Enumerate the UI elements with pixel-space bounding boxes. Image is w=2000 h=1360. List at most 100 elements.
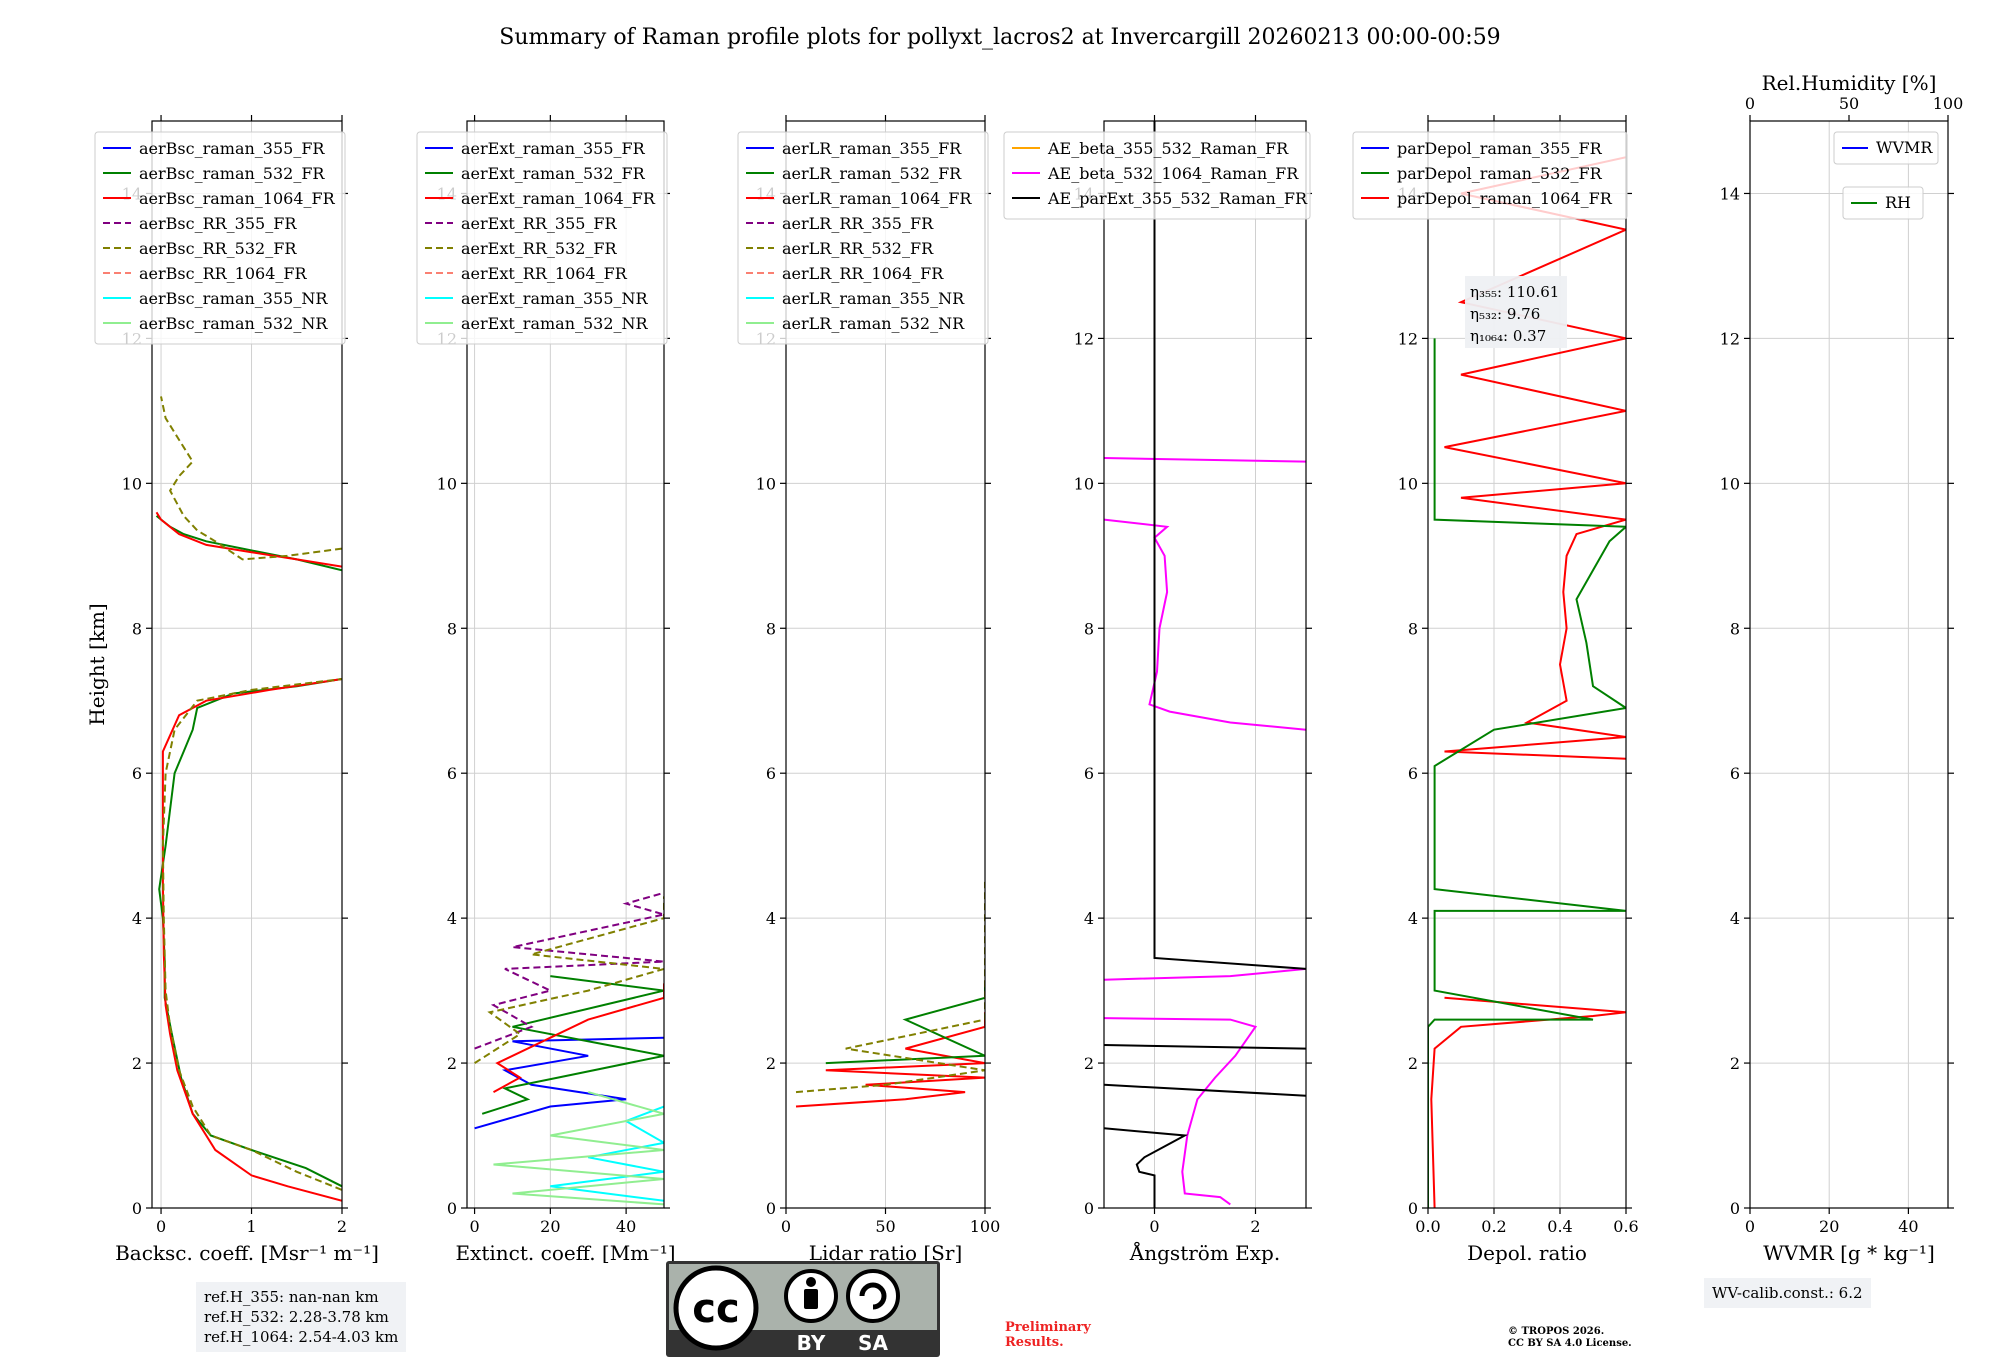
x-tick-label: 0 — [781, 1217, 791, 1236]
series-line-pardepol-raman-1064-fr-upper — [1444, 156, 1626, 760]
legend-label: aerBsc_RR_1064_FR — [139, 264, 308, 283]
series-group — [795, 881, 985, 1108]
y-tick-label: 2 — [1730, 1054, 1740, 1073]
legend-box — [1003, 131, 1311, 220]
by-person-head-icon — [806, 1277, 816, 1287]
legend: AE_beta_355_532_Raman_FR AE_beta_532_1064… — [1003, 131, 1311, 220]
series-line-ae-beta-532-1064-raman-fr-mid — [1104, 967, 1306, 981]
series-line-aerbsc-raman-1064-fr-upper — [155, 511, 342, 568]
legend-label: aerBsc_raman_532_FR — [139, 164, 325, 183]
y-tick-label: 4 — [132, 909, 142, 928]
legend-label: aerLR_raman_532_NR — [782, 314, 965, 333]
copyright-line-1: © TROPOS 2026. — [1508, 1326, 1605, 1337]
y-tick-label: 2 — [447, 1054, 457, 1073]
copyright-note: © TROPOS 2026. CC BY SA 4.0 License. — [1508, 1326, 1632, 1350]
wv-calibration-text: WV-calib.const.: 6.2 — [1712, 1284, 1863, 1302]
preliminary-note: Preliminary Results. — [1005, 1320, 1091, 1350]
y-tick-label: 2 — [1084, 1054, 1094, 1073]
legend-label: WVMR — [1876, 138, 1933, 157]
y-tick-label: 2 — [132, 1054, 142, 1073]
y-tick-label: 8 — [1084, 619, 1094, 638]
legend-label: aerBsc_raman_355_NR — [139, 289, 328, 308]
series-line-aerbsc-raman-1064-fr — [161, 678, 342, 1202]
y-tick-label: 10 — [122, 474, 142, 493]
legend-label: aerBsc_RR_532_FR — [139, 239, 297, 258]
y-tick-label: 12 — [1720, 329, 1740, 348]
axes-frame — [1427, 120, 1627, 1209]
legend-label: aerBsc_raman_532_NR — [139, 314, 328, 333]
y-tick-label: 6 — [132, 764, 142, 783]
series-line-aerbsc-raman-532-fr — [158, 678, 342, 1188]
legend-box — [1833, 131, 1939, 165]
ref-height-1064: ref.H_1064: 2.54-4.03 km — [204, 1328, 399, 1346]
legend-label: aerExt_RR_355_FR — [461, 214, 618, 233]
legend-box — [1842, 186, 1924, 220]
annotation-line: η₃₅₅: 110.61 — [1470, 283, 1559, 301]
y-tick-label: 10 — [756, 474, 776, 493]
legend-label: aerExt_raman_532_NR — [461, 314, 649, 333]
y-tick-label: 10 — [437, 474, 457, 493]
legend-wvmr: WVMR — [1833, 131, 1939, 165]
legend-label: aerExt_RR_1064_FR — [461, 264, 628, 283]
legend-box — [94, 131, 346, 345]
figure-title: Summary of Raman profile plots for polly… — [499, 25, 1500, 50]
x-tick-label: 0 — [469, 1217, 479, 1236]
x-tick-label: 0.0 — [1415, 1217, 1440, 1236]
series-line-ae-beta-532-1064-raman-fr — [1104, 1017, 1258, 1206]
y-tick-label: 6 — [1084, 764, 1094, 783]
series-line-aerbsc-rr-532-fr-upper — [160, 396, 342, 561]
series-group — [1104, 121, 1306, 1208]
y-tick-label: 10 — [1398, 474, 1418, 493]
legend-label: aerLR_raman_1064_FR — [782, 189, 972, 208]
x-tick-label: 2 — [1250, 1217, 1260, 1236]
sa-arrow-icon — [859, 1282, 887, 1310]
x-tick-label: 0.6 — [1613, 1217, 1638, 1236]
legend-label: aerExt_raman_355_NR — [461, 289, 649, 308]
x-axis-label: Backsc. coeff. [Msr⁻¹ m⁻¹] — [115, 1241, 379, 1265]
x-tick-label: 40 — [1898, 1217, 1918, 1236]
y-tick-label: 0 — [766, 1199, 776, 1218]
x-axis-label: WVMR [g * kg⁻¹] — [1763, 1241, 1935, 1265]
sa-share-icon — [846, 1269, 900, 1323]
preliminary-line-1: Preliminary — [1005, 1320, 1091, 1335]
series-line-ae-parext-355-532-raman-fr-d — [1153, 121, 1306, 970]
legend-label: aerLR_raman_355_FR — [782, 139, 962, 158]
series-line-pardepol-raman-532-fr — [1428, 338, 1626, 1208]
series-line-aerext-raman-355-nr — [550, 1105, 664, 1202]
x-tick-label: 20 — [540, 1217, 560, 1236]
series-line-aerext-raman-532-fr — [481, 975, 664, 1115]
series-line-pardepol-raman-1064-fr — [1430, 996, 1626, 1208]
legend-label: aerLR_RR_1064_FR — [782, 264, 944, 283]
axes-layer: 02468101214012Backsc. coeff. [Msr⁻¹ m⁻¹]… — [85, 71, 1963, 1265]
y-tick-label: 12 — [1074, 329, 1094, 348]
axes-frame — [466, 120, 665, 1209]
y-tick-label: 4 — [1408, 909, 1418, 928]
axes-frame — [1103, 120, 1307, 1209]
by-person-body-icon — [804, 1289, 818, 1309]
preliminary-line-2: Results. — [1005, 1335, 1064, 1350]
legend-label: parDepol_raman_1064_FR — [1397, 189, 1613, 208]
y-tick-label: 8 — [1408, 619, 1418, 638]
legend-label: aerLR_raman_532_FR — [782, 164, 962, 183]
panel-lr: 02468101214050100Lidar ratio [Sr]aerLR_r… — [737, 115, 1000, 1265]
y-tick-label: 0 — [1730, 1199, 1740, 1218]
series-line-ae-beta-532-1064-raman-fr-top — [1104, 457, 1306, 463]
x-tick-label: 0.4 — [1547, 1217, 1572, 1236]
legend-label: AE_parExt_355_532_Raman_FR — [1047, 189, 1308, 208]
y-tick-label: 4 — [447, 909, 457, 928]
panel-bsc: 02468101214012Backsc. coeff. [Msr⁻¹ m⁻¹]… — [85, 115, 379, 1265]
y-tick-label: 0 — [132, 1199, 142, 1218]
legend-label: aerBsc_RR_355_FR — [139, 214, 297, 233]
y-tick-label: 6 — [1408, 764, 1418, 783]
legend-label: aerExt_raman_1064_FR — [461, 189, 656, 208]
legend-label: parDepol_raman_532_FR — [1397, 164, 1603, 183]
y-tick-label: 12 — [1398, 329, 1418, 348]
axes-frame — [1749, 120, 1949, 1209]
series-line-ae-parext-355-532-raman-fr-b — [1104, 1083, 1306, 1097]
series-line-aerext-rr-355-fr — [474, 891, 664, 1050]
y-tick-label: 2 — [766, 1054, 776, 1073]
ref-height-355: ref.H_355: nan-nan km — [204, 1288, 379, 1306]
reference-height-box: ref.H_355: nan-nan km ref.H_532: 2.28-3.… — [196, 1282, 407, 1352]
